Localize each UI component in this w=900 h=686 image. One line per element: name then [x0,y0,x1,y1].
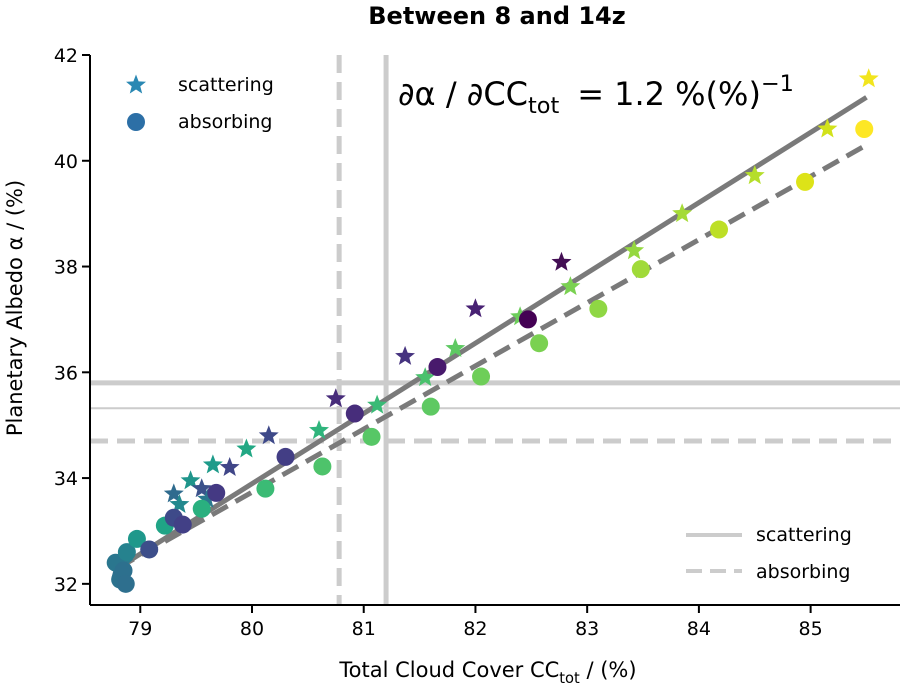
y-tick-label: 38 [54,257,78,279]
marker-circle-absorbing [421,397,440,416]
slope-annotation-lhs: ∂α / ∂CC [398,75,528,113]
marker-legend: scattering absorbing [126,74,274,133]
fit-lines [116,95,868,571]
marker-star-scattering [169,494,190,513]
legend-star-icon [126,74,146,94]
marker-circle-absorbing [362,427,381,446]
marker-star-scattering [367,394,388,414]
x-axis-label-subscript: tot [559,670,580,686]
marker-star-scattering [202,454,223,474]
marker-circle-absorbing [518,310,537,329]
marker-circle-absorbing [207,483,226,502]
y-tick-label: 40 [54,151,78,173]
marker-circle-absorbing [192,499,211,518]
x-tick-label: 80 [240,618,264,640]
marker-star-scattering [325,388,346,408]
fit-line-scattering [116,95,868,571]
fit-line-absorbing [116,142,868,571]
legend-circle-icon [127,113,145,131]
marker-circle-absorbing [116,574,135,593]
y-tick-label: 42 [54,45,78,67]
marker-star-scattering [672,203,693,223]
marker-circle-absorbing [313,457,332,476]
marker-star-scattering [415,367,436,387]
marker-circle-absorbing [428,358,447,377]
marker-star-scattering [445,338,466,357]
marker-circle-absorbing [173,515,192,534]
line-legend: scattering absorbing [686,524,852,583]
marker-star-scattering [858,68,879,88]
marker-star-scattering [817,118,838,138]
legend-star-shape [126,74,146,94]
marker-circle-absorbing [589,299,608,318]
slope-annotation-equals: = [577,75,604,113]
y-tick-label: 34 [54,468,78,490]
marker-star-scattering [163,483,184,503]
marker-star-scattering [560,276,581,296]
slope-annotation-rhs: 1.2 %(%) [614,75,761,113]
x-tick-label: 85 [799,618,823,640]
slope-annotation-lhs-subscript: tot [528,93,559,119]
legend-label-scattering-marker: scattering [178,74,274,96]
x-tick-label: 81 [352,618,376,640]
y-axis-label: Planetary Albedo α / (%) [3,180,27,436]
marker-star-scattering [219,457,240,476]
slope-annotation-rhs-superscript: −1 [761,71,794,97]
marker-star-scattering [395,345,415,365]
marker-circle-absorbing [117,543,136,562]
marker-star-scattering [465,298,486,318]
marker-star-scattering [197,488,218,508]
legend-label-scattering-line: scattering [756,524,852,546]
marker-circle-absorbing [530,334,549,353]
x-tick-label: 83 [575,618,599,640]
marker-star-scattering [191,478,212,498]
legend-label-absorbing-line: absorbing [756,561,850,583]
legend-label-absorbing-marker: absorbing [178,111,272,133]
x-tick-label: 82 [463,618,487,640]
marker-star-scattering [551,251,572,271]
marker-circle-absorbing [631,260,650,279]
marker-circle-absorbing [140,540,159,559]
x-axis-label: Total Cloud Cover CCtot / (%) [338,658,636,686]
marker-star-scattering [624,240,645,260]
y-axis-ticks: 32 34 36 38 40 42 [54,45,90,596]
marker-circle-absorbing [256,479,275,498]
reference-lines [90,55,900,605]
marker-circle-absorbing [472,367,491,386]
y-tick-label: 32 [54,574,78,596]
x-tick-label: 84 [687,618,711,640]
marker-circle-absorbing [855,120,874,139]
data-markers [106,68,879,593]
marker-circle-absorbing [345,404,364,423]
marker-star-scattering [236,438,257,458]
marker-circle-absorbing [796,172,815,191]
slope-annotation: ∂α / ∂CCtot = 1.2 %(%)−1 [398,71,794,119]
marker-circle-absorbing [710,220,729,239]
marker-star-scattering [180,470,201,490]
marker-circle-absorbing [127,529,146,548]
marker-circle-absorbing [276,447,295,466]
chart-title: Between 8 and 14z [368,2,625,30]
x-tick-label: 79 [128,618,152,640]
marker-star-scattering [744,165,765,185]
axes [89,55,900,606]
x-axis-label-unit: / (%) [580,658,637,682]
x-axis-label-main: Total Cloud Cover CC [338,658,559,682]
marker-star-scattering [309,420,329,439]
marker-star-scattering [258,425,279,445]
x-axis-ticks: 79 80 81 82 83 84 85 [128,605,823,640]
marker-circle-absorbing [114,561,133,580]
y-tick-label: 36 [54,362,78,384]
